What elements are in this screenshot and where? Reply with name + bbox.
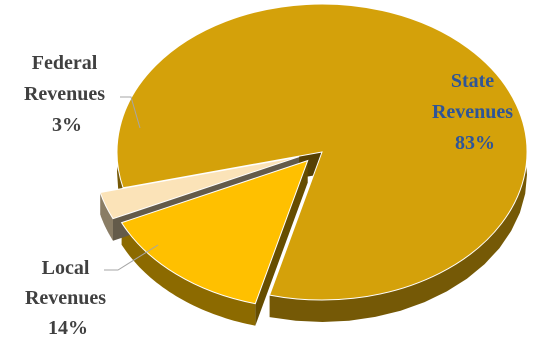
label-local-line1: Local <box>42 257 90 279</box>
label-state-line2: Revenues <box>432 101 513 123</box>
label-federal-revenues: Federal Revenues 3% <box>24 52 110 136</box>
label-state-line1: State <box>451 70 494 92</box>
leader-line-federal <box>120 96 141 129</box>
pie-slice-federal-revenues <box>99 156 300 220</box>
label-federal-line1: Federal <box>32 52 98 74</box>
pie-wall-local-revenues <box>255 160 308 326</box>
label-local-value: 14% <box>48 317 88 337</box>
label-federal-value: 3% <box>52 114 82 136</box>
pie-side-federal-revenues <box>100 192 113 241</box>
label-state-value: 83% <box>455 132 495 154</box>
label-federal-line2: Revenues <box>24 83 105 105</box>
pie-side-local-revenues <box>121 222 256 326</box>
pie-slice-state-revenues <box>116 3 528 301</box>
label-local-revenues: Local Revenues 14% <box>25 257 111 337</box>
pie-slice-tops <box>99 3 528 305</box>
pie-slice-local-revenues <box>120 159 309 305</box>
label-local-line2: Revenues <box>25 287 106 309</box>
label-state-revenues: State Revenues 83% <box>432 70 518 154</box>
leader-line-local <box>104 244 159 271</box>
